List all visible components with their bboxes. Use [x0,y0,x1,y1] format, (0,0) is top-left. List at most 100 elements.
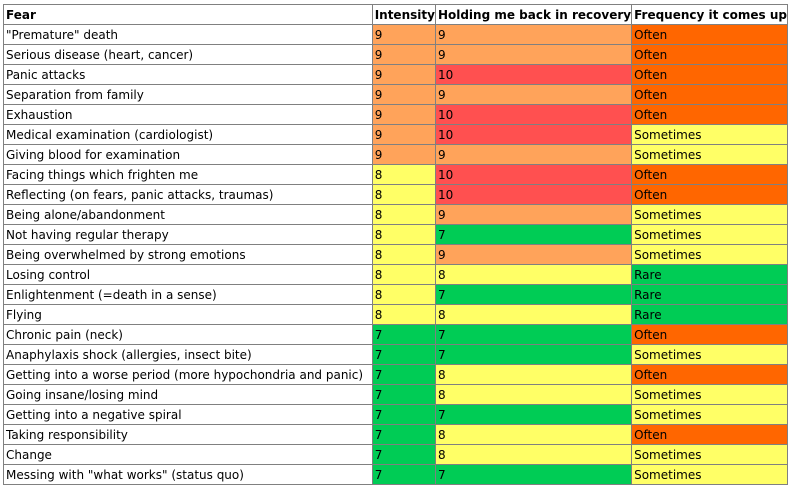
holding-back-cell[interactable]: 8 [434,264,633,285]
frequency-cell[interactable]: Sometimes [631,384,788,405]
intensity-cell[interactable]: 8 [371,204,436,225]
frequency-cell[interactable]: Often [631,64,788,85]
fear-cell[interactable]: Serious disease (heart, cancer) [3,44,373,65]
intensity-cell[interactable]: 9 [371,124,436,145]
intensity-cell[interactable]: 8 [371,244,436,265]
holding-back-cell[interactable]: 8 [434,424,633,445]
intensity-cell[interactable]: 8 [371,184,436,205]
holding-back-cell[interactable]: 10 [434,124,633,145]
fear-cell[interactable]: Being alone/abandonment [3,204,373,225]
fear-cell[interactable]: Panic attacks [3,64,373,85]
intensity-cell[interactable]: 7 [371,344,436,365]
frequency-cell[interactable]: Rare [631,304,788,325]
holding-back-cell[interactable]: 9 [434,24,633,45]
frequency-cell[interactable]: Often [631,324,788,345]
fear-cell[interactable]: Taking responsibility [3,424,373,445]
header-holding-back[interactable]: Holding me back in recovery [434,4,633,25]
table-row: Separation from family 9 9 Often [3,84,788,105]
holding-back-cell[interactable]: 7 [434,464,633,485]
fear-cell[interactable]: Losing control [3,264,373,285]
fear-cell[interactable]: Separation from family [3,84,373,105]
frequency-cell[interactable]: Often [631,164,788,185]
frequency-cell[interactable]: Often [631,84,788,105]
intensity-cell[interactable]: 9 [371,84,436,105]
frequency-cell[interactable]: Sometimes [631,144,788,165]
frequency-cell[interactable]: Often [631,44,788,65]
holding-back-cell[interactable]: 10 [434,64,633,85]
intensity-cell[interactable]: 9 [371,144,436,165]
header-row: Fear Intensity Holding me back in recove… [3,4,788,25]
fear-cell[interactable]: Giving blood for examination [3,144,373,165]
frequency-cell[interactable]: Sometimes [631,404,788,425]
intensity-cell[interactable]: 8 [371,224,436,245]
holding-back-cell[interactable]: 7 [434,344,633,365]
intensity-cell[interactable]: 9 [371,44,436,65]
fear-cell[interactable]: Facing things which frighten me [3,164,373,185]
frequency-cell[interactable]: Sometimes [631,344,788,365]
fear-cell[interactable]: Messing with "what works" (status quo) [3,464,373,485]
intensity-cell[interactable]: 8 [371,304,436,325]
holding-back-cell[interactable]: 8 [434,444,633,465]
frequency-cell[interactable]: Sometimes [631,204,788,225]
frequency-cell[interactable]: Sometimes [631,464,788,485]
intensity-cell[interactable]: 7 [371,404,436,425]
frequency-cell[interactable]: Sometimes [631,124,788,145]
intensity-cell[interactable]: 7 [371,424,436,445]
header-fear[interactable]: Fear [3,4,373,25]
fear-cell[interactable]: Flying [3,304,373,325]
frequency-cell[interactable]: Often [631,364,788,385]
fear-cell[interactable]: Going insane/losing mind [3,384,373,405]
intensity-cell[interactable]: 7 [371,364,436,385]
holding-back-cell[interactable]: 7 [434,324,633,345]
table-row: Enlightenment (=death in a sense) 8 7 Rare [3,284,788,305]
frequency-cell[interactable]: Rare [631,284,788,305]
fear-cell[interactable]: Getting into a negative spiral [3,404,373,425]
holding-back-cell[interactable]: 8 [434,364,633,385]
holding-back-cell[interactable]: 9 [434,84,633,105]
intensity-cell[interactable]: 7 [371,324,436,345]
fear-cell[interactable]: Being overwhelmed by strong emotions [3,244,373,265]
fear-cell[interactable]: Anaphylaxis shock (allergies, insect bit… [3,344,373,365]
frequency-cell[interactable]: Sometimes [631,224,788,245]
holding-back-cell[interactable]: 9 [434,144,633,165]
fear-cell[interactable]: Enlightenment (=death in a sense) [3,284,373,305]
fear-cell[interactable]: Chronic pain (neck) [3,324,373,345]
intensity-cell[interactable]: 7 [371,444,436,465]
holding-back-cell[interactable]: 9 [434,44,633,65]
intensity-cell[interactable]: 9 [371,64,436,85]
holding-back-cell[interactable]: 7 [434,404,633,425]
frequency-cell[interactable]: Often [631,424,788,445]
holding-back-cell[interactable]: 9 [434,204,633,225]
intensity-cell[interactable]: 8 [371,284,436,305]
fear-cell[interactable]: "Premature" death [3,24,373,45]
frequency-cell[interactable]: Often [631,24,788,45]
table-row: Medical examination (cardiologist) 9 10 Som… [3,124,788,145]
fear-cell[interactable]: Getting into a worse period (more hypoch… [3,364,373,385]
header-intensity[interactable]: Intensity [371,4,436,25]
intensity-cell[interactable]: 7 [371,464,436,485]
frequency-cell[interactable]: Rare [631,264,788,285]
fear-cell[interactable]: Medical examination (cardiologist) [3,124,373,145]
holding-back-cell[interactable]: 10 [434,184,633,205]
intensity-cell[interactable]: 8 [371,164,436,185]
fear-cell[interactable]: Not having regular therapy [3,224,373,245]
frequency-cell[interactable]: Sometimes [631,244,788,265]
frequency-cell[interactable]: Sometimes [631,444,788,465]
intensity-cell[interactable]: 9 [371,24,436,45]
intensity-cell[interactable]: 7 [371,384,436,405]
fear-cell[interactable]: Exhaustion [3,104,373,125]
holding-back-cell[interactable]: 10 [434,164,633,185]
holding-back-cell[interactable]: 7 [434,284,633,305]
intensity-cell[interactable]: 8 [371,264,436,285]
header-frequency[interactable]: Frequency it comes up [631,4,788,25]
holding-back-cell[interactable]: 8 [434,304,633,325]
frequency-cell[interactable]: Often [631,184,788,205]
fear-cell[interactable]: Reflecting (on fears, panic attacks, tra… [3,184,373,205]
intensity-cell[interactable]: 9 [371,104,436,125]
holding-back-cell[interactable]: 9 [434,244,633,265]
holding-back-cell[interactable]: 8 [434,384,633,405]
holding-back-cell[interactable]: 7 [434,224,633,245]
frequency-cell[interactable]: Often [631,104,788,125]
holding-back-cell[interactable]: 10 [434,104,633,125]
fear-cell[interactable]: Change [3,444,373,465]
